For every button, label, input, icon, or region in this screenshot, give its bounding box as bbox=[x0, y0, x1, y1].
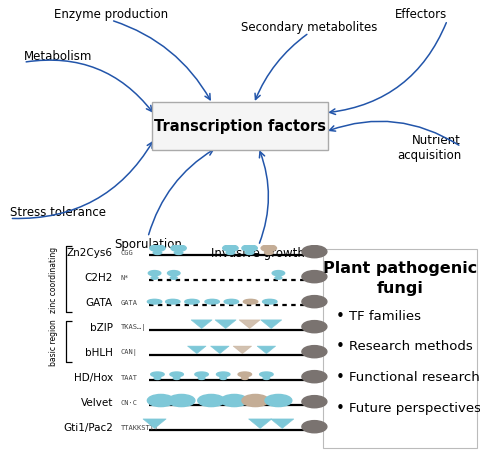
Ellipse shape bbox=[154, 377, 161, 380]
Circle shape bbox=[302, 296, 327, 308]
Polygon shape bbox=[211, 346, 229, 354]
Text: Research methods: Research methods bbox=[349, 340, 473, 353]
Text: •: • bbox=[336, 400, 344, 415]
Text: Effectors: Effectors bbox=[395, 8, 447, 21]
Ellipse shape bbox=[185, 299, 199, 304]
Ellipse shape bbox=[147, 395, 174, 407]
Text: TTAKKSTTT: TTAKKSTTT bbox=[121, 424, 159, 430]
Text: C2H2: C2H2 bbox=[84, 272, 113, 282]
Ellipse shape bbox=[170, 372, 183, 377]
Circle shape bbox=[302, 321, 327, 333]
Ellipse shape bbox=[168, 271, 180, 276]
Text: TKAS…|: TKAS…| bbox=[121, 324, 146, 331]
Ellipse shape bbox=[224, 299, 239, 304]
Text: Invasive growth: Invasive growth bbox=[212, 246, 305, 259]
Ellipse shape bbox=[226, 252, 235, 255]
Ellipse shape bbox=[221, 395, 248, 407]
Polygon shape bbox=[257, 346, 276, 354]
Text: Gti1/Pac2: Gti1/Pac2 bbox=[63, 422, 113, 432]
Text: TAAT: TAAT bbox=[121, 374, 138, 380]
Text: Transcription factors: Transcription factors bbox=[154, 119, 326, 134]
Ellipse shape bbox=[153, 252, 162, 255]
Text: Secondary metabolites: Secondary metabolites bbox=[241, 21, 377, 34]
Text: •: • bbox=[336, 369, 344, 384]
Ellipse shape bbox=[148, 271, 161, 276]
Ellipse shape bbox=[170, 277, 177, 280]
Text: basic region: basic region bbox=[49, 318, 58, 365]
FancyBboxPatch shape bbox=[323, 250, 477, 448]
Circle shape bbox=[302, 421, 327, 433]
Ellipse shape bbox=[263, 299, 277, 304]
Text: bZIP: bZIP bbox=[90, 322, 113, 332]
FancyBboxPatch shape bbox=[153, 102, 327, 150]
Polygon shape bbox=[143, 419, 166, 428]
Text: Future perspectives: Future perspectives bbox=[349, 401, 480, 414]
Text: Sporulation: Sporulation bbox=[114, 238, 182, 251]
Text: •: • bbox=[336, 308, 344, 323]
Ellipse shape bbox=[242, 245, 257, 252]
Ellipse shape bbox=[174, 252, 183, 255]
Text: zinc coordinating: zinc coordinating bbox=[49, 246, 58, 313]
Text: bHLH: bHLH bbox=[85, 347, 113, 357]
Ellipse shape bbox=[198, 395, 225, 407]
Ellipse shape bbox=[272, 271, 285, 276]
Polygon shape bbox=[249, 419, 272, 428]
Text: CGG: CGG bbox=[121, 249, 134, 255]
Text: •: • bbox=[336, 339, 344, 354]
Ellipse shape bbox=[151, 277, 158, 280]
Ellipse shape bbox=[171, 245, 186, 252]
Polygon shape bbox=[215, 320, 236, 329]
Text: Stress tolerance: Stress tolerance bbox=[10, 206, 106, 219]
Ellipse shape bbox=[205, 299, 219, 304]
Text: GATA: GATA bbox=[121, 299, 138, 305]
Circle shape bbox=[302, 396, 327, 408]
Ellipse shape bbox=[173, 377, 180, 380]
Ellipse shape bbox=[241, 377, 248, 380]
Polygon shape bbox=[271, 419, 294, 428]
Ellipse shape bbox=[265, 395, 292, 407]
Polygon shape bbox=[233, 346, 252, 354]
Text: Metabolism: Metabolism bbox=[24, 50, 92, 63]
Text: Plant pathogenic
fungi: Plant pathogenic fungi bbox=[323, 260, 477, 295]
Circle shape bbox=[302, 346, 327, 358]
Ellipse shape bbox=[242, 395, 269, 407]
Text: CN·C: CN·C bbox=[121, 399, 138, 405]
Ellipse shape bbox=[245, 252, 254, 255]
Ellipse shape bbox=[264, 252, 273, 255]
Ellipse shape bbox=[243, 299, 258, 304]
Ellipse shape bbox=[147, 299, 162, 304]
Ellipse shape bbox=[198, 377, 205, 380]
Ellipse shape bbox=[263, 377, 270, 380]
Text: CAN|: CAN| bbox=[121, 349, 138, 356]
Text: Functional research: Functional research bbox=[349, 370, 480, 383]
Text: Velvet: Velvet bbox=[81, 397, 113, 407]
Polygon shape bbox=[261, 320, 282, 329]
Ellipse shape bbox=[195, 372, 208, 377]
Ellipse shape bbox=[168, 395, 195, 407]
Circle shape bbox=[302, 371, 327, 383]
Polygon shape bbox=[239, 320, 260, 329]
Text: HD/Hox: HD/Hox bbox=[73, 372, 113, 382]
Ellipse shape bbox=[150, 245, 165, 252]
Ellipse shape bbox=[223, 245, 238, 252]
Ellipse shape bbox=[216, 372, 230, 377]
Polygon shape bbox=[191, 320, 212, 329]
Ellipse shape bbox=[151, 372, 164, 377]
Ellipse shape bbox=[238, 372, 252, 377]
Ellipse shape bbox=[261, 245, 276, 252]
Circle shape bbox=[302, 246, 327, 258]
Ellipse shape bbox=[220, 377, 227, 380]
Polygon shape bbox=[188, 346, 206, 354]
Ellipse shape bbox=[275, 277, 282, 280]
Text: Zn2Cys6: Zn2Cys6 bbox=[67, 247, 113, 258]
Text: GATA: GATA bbox=[85, 297, 113, 307]
Text: N*: N* bbox=[121, 274, 130, 280]
Text: Nutrient
acquisition: Nutrient acquisition bbox=[397, 133, 461, 161]
Circle shape bbox=[302, 271, 327, 283]
Text: Enzyme production: Enzyme production bbox=[54, 8, 168, 21]
Text: TF families: TF families bbox=[349, 309, 421, 322]
Ellipse shape bbox=[260, 372, 273, 377]
Ellipse shape bbox=[166, 299, 180, 304]
